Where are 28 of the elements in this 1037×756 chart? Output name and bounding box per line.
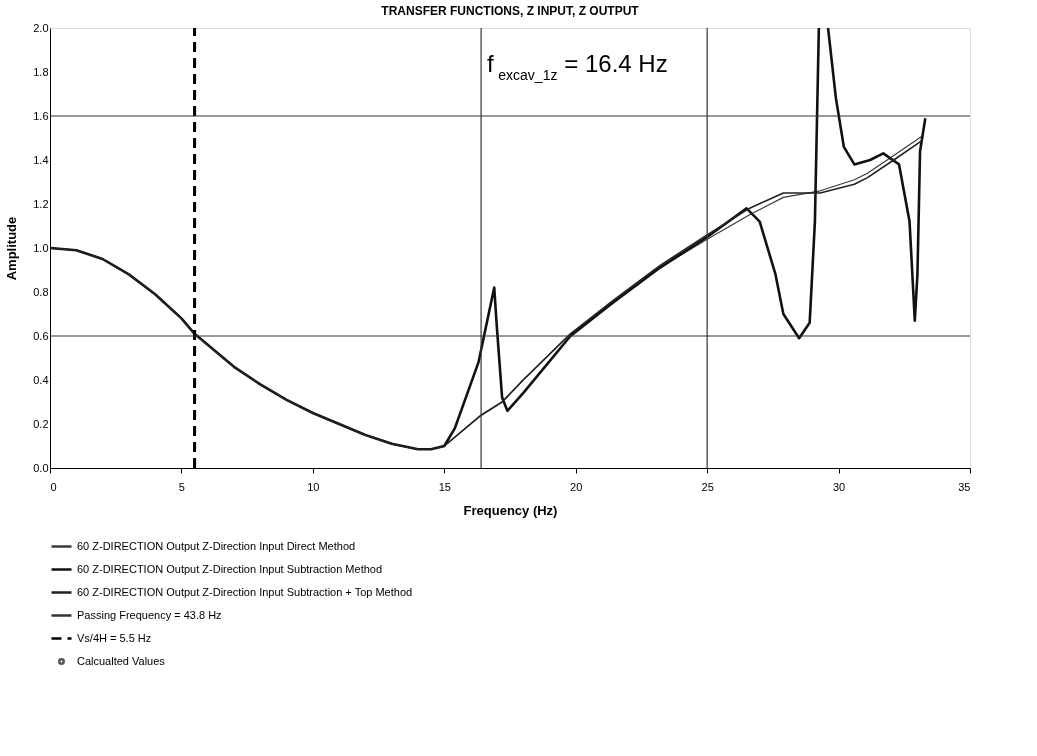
legend-label: 60 Z-DIRECTION Output Z-Direction Input Subtraction Method	[77, 562, 383, 575]
x-tick-label: 35	[958, 480, 971, 493]
y-tick-label: 0.8	[33, 285, 49, 298]
y-tick-label: 1.8	[33, 65, 49, 78]
y-tick-label: 2.0	[33, 21, 49, 34]
y-tick-label: 1.4	[33, 153, 49, 166]
x-tick-label: 20	[570, 480, 583, 493]
y-axis-title: Amplitude	[4, 216, 20, 281]
chart-title: TRANSFER FUNCTIONS, Z INPUT, Z OUTPUT	[381, 4, 640, 18]
y-tick-label: 0.6	[33, 329, 49, 342]
y-tick-label: 0.0	[33, 461, 49, 474]
x-axis-title: Frequency (Hz)	[463, 502, 558, 518]
legend-label: Vs/4H = 5.5 Hz	[77, 631, 152, 644]
y-tick-label: 1.2	[33, 197, 49, 210]
x-tick-label: 30	[832, 480, 846, 493]
y-tick-label: 0.4	[33, 373, 49, 386]
x-tick-label: 10	[307, 480, 320, 493]
legend-label: Passing Frequency = 43.8 Hz	[77, 608, 222, 621]
x-tick-label: 15	[438, 480, 451, 493]
y-tick-label: 1.6	[33, 109, 49, 122]
legend-label: 60 Z-DIRECTION Output Z-Direction Input Direct Method	[77, 539, 356, 552]
x-tick-label: 5	[178, 480, 185, 493]
y-tick-label: 1.0	[33, 241, 49, 254]
legend-label: Calcualted Values	[77, 654, 166, 667]
legend-label: 60 Z-DIRECTION Output Z-Direction Input Subtraction + Top Method	[77, 585, 413, 598]
x-tick-label: 0	[50, 480, 57, 493]
y-tick-label: 0.2	[33, 417, 49, 430]
x-tick-label: 25	[701, 480, 714, 493]
